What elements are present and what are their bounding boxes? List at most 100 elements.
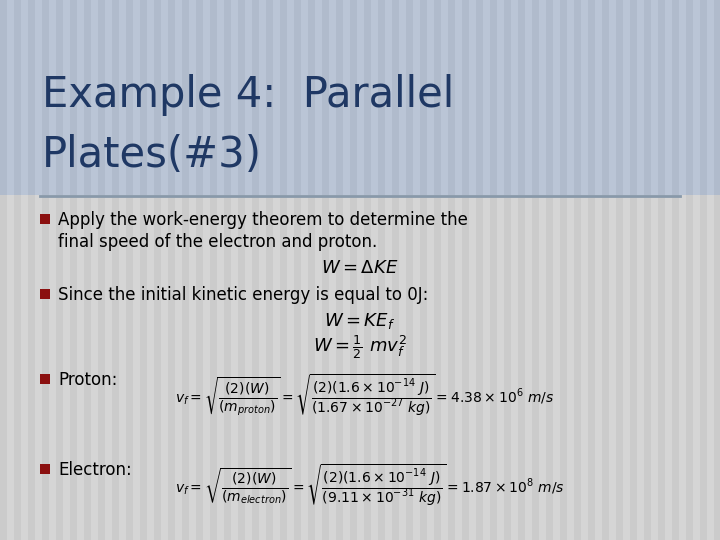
Bar	[266, 0, 273, 540]
Bar	[560, 0, 567, 540]
Bar	[637, 0, 644, 195]
Bar	[63, 0, 70, 195]
Bar	[154, 0, 161, 540]
Bar	[378, 0, 385, 540]
Bar	[119, 0, 126, 540]
Bar	[168, 0, 175, 195]
Bar	[378, 0, 385, 195]
Bar	[329, 0, 336, 195]
Bar	[581, 0, 588, 540]
Bar	[406, 0, 413, 540]
Bar	[238, 0, 245, 540]
Bar	[77, 0, 84, 540]
Text: Example 4:  Parallel: Example 4: Parallel	[42, 74, 454, 116]
Bar	[686, 0, 693, 195]
Bar	[567, 0, 574, 195]
Bar	[371, 0, 378, 195]
Bar	[700, 0, 707, 540]
Bar	[112, 0, 119, 195]
Bar	[357, 0, 364, 195]
Bar	[364, 0, 371, 195]
Bar	[224, 0, 231, 540]
Bar	[364, 0, 371, 540]
Bar	[126, 0, 133, 195]
Bar	[196, 0, 203, 540]
Bar	[133, 0, 140, 540]
Bar	[266, 0, 273, 195]
Bar	[546, 0, 553, 540]
Bar	[28, 0, 35, 195]
Bar	[665, 0, 672, 540]
Bar	[182, 0, 189, 540]
Bar	[175, 0, 182, 195]
Bar	[315, 0, 322, 195]
Bar	[126, 0, 133, 540]
Bar	[574, 0, 581, 540]
Bar	[105, 0, 112, 540]
Bar	[231, 0, 238, 540]
Bar	[672, 0, 679, 195]
Bar	[84, 0, 91, 195]
Bar	[315, 0, 322, 540]
Bar	[21, 0, 28, 540]
Bar	[462, 0, 469, 540]
Bar	[532, 0, 539, 540]
Bar	[91, 0, 98, 195]
Bar	[595, 0, 602, 540]
Bar	[357, 0, 364, 540]
Bar	[322, 0, 329, 540]
Bar	[294, 0, 301, 195]
Bar	[623, 0, 630, 540]
Bar	[14, 0, 21, 195]
Bar	[294, 0, 301, 540]
Bar	[658, 0, 665, 195]
Bar	[469, 0, 476, 195]
Bar	[504, 0, 511, 195]
Bar	[56, 0, 63, 540]
Bar	[371, 0, 378, 540]
Bar	[42, 0, 49, 195]
Bar	[616, 0, 623, 540]
Bar	[40, 464, 50, 474]
Bar	[581, 0, 588, 195]
Bar	[28, 0, 35, 540]
Bar	[35, 0, 42, 540]
Bar	[385, 0, 392, 195]
Bar	[448, 0, 455, 540]
Bar	[497, 0, 504, 195]
Bar	[483, 0, 490, 195]
Text: Since the initial kinetic energy is equal to 0J:: Since the initial kinetic energy is equa…	[58, 286, 428, 304]
Bar	[40, 214, 50, 224]
Bar	[308, 0, 315, 540]
Bar	[252, 0, 259, 195]
Bar	[280, 0, 287, 540]
Bar	[476, 0, 483, 540]
Bar	[112, 0, 119, 540]
Bar	[182, 0, 189, 195]
Bar	[147, 0, 154, 540]
Bar	[469, 0, 476, 540]
Bar	[280, 0, 287, 195]
Bar	[616, 0, 623, 195]
Bar	[0, 0, 7, 540]
Bar	[259, 0, 266, 195]
Bar	[448, 0, 455, 195]
Bar	[196, 0, 203, 195]
Bar	[308, 0, 315, 195]
Text: Electron:: Electron:	[58, 461, 132, 479]
Bar	[49, 0, 56, 195]
Bar	[140, 0, 147, 540]
Bar	[42, 0, 49, 540]
Bar	[385, 0, 392, 540]
Bar	[455, 0, 462, 195]
Bar	[392, 0, 399, 540]
Bar	[455, 0, 462, 540]
Bar	[651, 0, 658, 540]
Bar	[14, 0, 21, 540]
Bar	[98, 0, 105, 540]
Bar	[483, 0, 490, 540]
Bar	[658, 0, 665, 540]
Bar	[203, 0, 210, 540]
Bar	[574, 0, 581, 195]
Bar	[707, 0, 714, 540]
